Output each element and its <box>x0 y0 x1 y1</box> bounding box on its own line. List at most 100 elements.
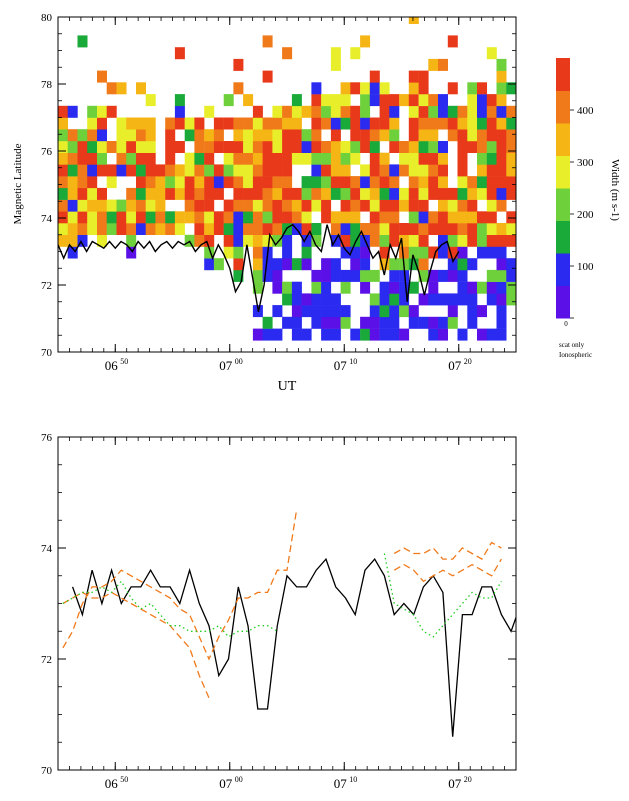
heatmap-cell <box>262 152 273 165</box>
heatmap-cell <box>116 223 127 235</box>
heatmap-cell <box>311 281 322 294</box>
heatmap-cell <box>399 293 410 306</box>
heatmap-cell <box>311 269 322 282</box>
heatmap-cell <box>506 281 516 294</box>
heatmap-cell <box>340 199 351 212</box>
heatmap-cell <box>369 328 380 341</box>
heatmap-cell <box>486 47 497 60</box>
heatmap-cell <box>477 246 487 259</box>
heatmap-cell <box>428 105 439 118</box>
heatmap-cell <box>262 141 273 153</box>
heatmap-cell <box>291 129 302 142</box>
heatmap-cell <box>262 35 273 48</box>
heatmap-cell <box>262 176 273 189</box>
heatmap-cell <box>311 305 322 318</box>
heatmap-cell <box>506 82 516 95</box>
heatmap-cell <box>252 246 263 259</box>
heatmap-cell <box>486 199 497 212</box>
heatmap-cell <box>399 234 410 247</box>
heatmap-cell <box>213 176 224 189</box>
heatmap-cell <box>340 211 351 224</box>
heatmap-cell <box>447 199 458 212</box>
heatmap-cell <box>496 70 507 83</box>
heatmap-cell <box>145 199 156 212</box>
heatmap-cell <box>97 117 107 130</box>
heatmap-cell <box>457 223 468 235</box>
heatmap-cell <box>408 82 419 95</box>
heatmap-cell <box>486 129 497 142</box>
heatmap-cell <box>165 223 176 235</box>
colorbar-block <box>556 188 570 221</box>
heatmap-cell <box>379 246 390 259</box>
heatmap-cell <box>340 187 351 200</box>
heatmap-cell <box>272 234 283 247</box>
heatmap-cell <box>428 117 439 130</box>
heatmap-cell <box>77 223 88 235</box>
heatmap-cell <box>321 305 332 318</box>
heatmap-cell <box>223 211 234 224</box>
heatmap-cell <box>389 269 400 282</box>
top-y-tick-label: 78 <box>41 79 53 91</box>
heatmap-cell <box>321 281 332 294</box>
heatmap-cell <box>350 199 361 212</box>
heatmap-cell <box>58 234 68 247</box>
heatmap-cell <box>360 258 371 271</box>
heatmap-cell <box>496 223 507 235</box>
heatmap-cell <box>486 269 497 282</box>
heatmap-cell <box>204 141 215 153</box>
heatmap-cell <box>360 94 371 107</box>
heatmap-cell <box>194 164 205 177</box>
heatmap-cell <box>457 258 468 271</box>
heatmap-cell <box>369 211 380 224</box>
colorbar-tick-label: 400 <box>577 105 594 117</box>
heatmap-cell <box>496 129 507 142</box>
heatmap-cell <box>457 164 468 177</box>
heatmap-cell <box>97 152 107 165</box>
heatmap-cell <box>438 141 448 153</box>
heatmap-cell <box>496 176 507 189</box>
top-y-tick-label: 74 <box>41 213 53 225</box>
heatmap-cell <box>350 82 361 95</box>
heatmap-cell <box>457 117 468 130</box>
heatmap-cell <box>350 211 361 224</box>
heatmap-cell <box>350 152 361 165</box>
heatmap-cell <box>418 152 429 165</box>
heatmap-cell <box>252 129 263 142</box>
heatmap-cell <box>350 187 361 200</box>
heatmap-cell <box>321 328 332 341</box>
heatmap-cell <box>77 211 88 224</box>
heatmap-cell <box>321 199 332 212</box>
heatmap-cell <box>145 176 156 189</box>
heatmap-cell <box>496 305 507 318</box>
heatmap-cell <box>272 105 283 118</box>
heatmap-cell <box>418 258 429 271</box>
heatmap-cell <box>58 223 68 235</box>
heatmap-cell <box>350 141 361 153</box>
heatmap-cell <box>418 234 429 247</box>
top-x-tick-sup: 10 <box>349 357 357 366</box>
bottom-x-tick-label: 07 <box>448 776 462 791</box>
heatmap-cell <box>486 176 497 189</box>
heatmap-cell <box>369 164 380 177</box>
top-x-tick-sup: 00 <box>235 357 243 366</box>
heatmap-cell <box>106 176 117 189</box>
heatmap-cell <box>428 328 439 341</box>
heatmap-cell <box>389 293 400 306</box>
heatmap-cell <box>379 164 390 177</box>
heatmap-cell <box>389 141 400 153</box>
heatmap-cell <box>379 211 390 224</box>
heatmap-cell <box>457 281 468 294</box>
heatmap-cell <box>252 105 263 118</box>
heatmap-cell <box>467 117 478 130</box>
heatmap-cell <box>97 187 107 200</box>
heatmap-cell <box>97 164 107 177</box>
heatmap-cell <box>408 316 419 329</box>
heatmap-cell <box>272 281 283 294</box>
heatmap-cell <box>477 223 487 235</box>
heatmap-cell <box>399 269 410 282</box>
heatmap-cell <box>486 223 497 235</box>
heatmap-cell <box>311 176 322 189</box>
heatmap-cell <box>243 187 254 200</box>
heatmap-cell <box>194 234 205 247</box>
